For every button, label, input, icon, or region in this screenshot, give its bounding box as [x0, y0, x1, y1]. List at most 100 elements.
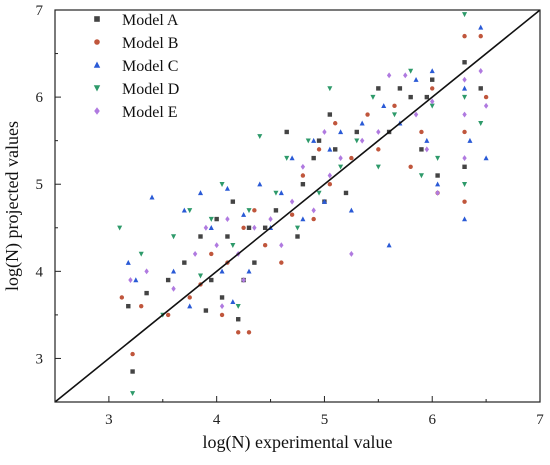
- data-point: [462, 164, 467, 169]
- x-tick-label: 5: [321, 412, 329, 428]
- series-model-e: [128, 68, 489, 310]
- data-point: [349, 250, 354, 257]
- data-point: [225, 234, 230, 239]
- data-point: [300, 163, 306, 170]
- data-point: [354, 138, 360, 144]
- data-point: [462, 182, 468, 187]
- data-point: [338, 155, 343, 162]
- data-point: [219, 295, 225, 300]
- data-point: [130, 369, 135, 374]
- data-point: [225, 216, 230, 223]
- data-point: [462, 94, 468, 100]
- data-point: [130, 351, 135, 357]
- data-point: [478, 68, 483, 74]
- data-point: [462, 60, 467, 65]
- data-point: [187, 208, 193, 214]
- data-point: [413, 111, 419, 118]
- data-point: [327, 172, 333, 179]
- data-point: [462, 76, 467, 83]
- data-point: [321, 198, 327, 204]
- data-point: [171, 268, 177, 274]
- data-point: [295, 234, 300, 239]
- data-point: [408, 94, 413, 100]
- data-point: [419, 129, 424, 135]
- data-point: [182, 260, 187, 265]
- data-point: [241, 225, 246, 230]
- data-point: [386, 72, 392, 79]
- legend-label: Model B: [122, 35, 178, 52]
- data-point: [424, 94, 430, 100]
- data-point: [430, 98, 435, 105]
- data-point: [208, 216, 214, 222]
- frame-layer: 3 4 5 6 7 3 4 5 6 7: [36, 3, 545, 428]
- data-point: [365, 112, 370, 117]
- data-point: [144, 290, 149, 296]
- identity-line: [54, 9, 541, 403]
- data-point: [305, 138, 311, 144]
- data-point: [139, 303, 144, 309]
- data-point: [333, 147, 338, 152]
- data-point: [327, 86, 333, 92]
- data-point: [419, 147, 424, 152]
- series-model-a: [126, 60, 483, 374]
- data-point: [424, 146, 430, 153]
- data-point: [311, 216, 316, 222]
- data-point: [236, 330, 241, 335]
- data-point: [392, 103, 397, 109]
- data-point: [462, 85, 468, 91]
- data-point: [219, 268, 225, 274]
- data-point: [230, 299, 236, 305]
- x-tick-label: 4: [213, 412, 221, 428]
- data-point: [430, 77, 435, 82]
- legend-label: Model E: [122, 104, 178, 121]
- x-tick-label: 7: [536, 412, 544, 428]
- data-point: [311, 207, 316, 214]
- data-layer: [117, 12, 489, 397]
- data-point: [435, 189, 440, 196]
- data-point: [478, 33, 483, 39]
- data-point: [235, 303, 241, 309]
- data-point: [252, 260, 257, 265]
- data-point: [413, 76, 419, 82]
- data-point: [327, 112, 333, 117]
- data-point: [300, 216, 306, 222]
- data-point: [268, 216, 273, 223]
- data-point: [144, 268, 149, 275]
- data-point: [478, 24, 484, 30]
- data-point: [397, 86, 403, 91]
- data-point: [403, 72, 408, 79]
- data-point: [462, 199, 467, 204]
- data-point: [278, 190, 284, 196]
- data-point: [316, 190, 322, 196]
- data-point: [171, 234, 177, 240]
- data-point: [462, 155, 467, 162]
- data-point: [435, 155, 441, 161]
- data-point: [128, 277, 133, 284]
- data-point: [224, 185, 230, 191]
- plot-frame: [54, 9, 541, 403]
- data-point: [338, 129, 344, 135]
- y-tick-label: 6: [36, 90, 44, 106]
- data-point: [467, 137, 473, 143]
- data-point: [126, 303, 131, 309]
- data-point: [117, 225, 123, 231]
- legend-marker: [94, 39, 100, 45]
- data-point: [462, 216, 468, 222]
- data-point: [192, 250, 198, 257]
- series-model-c: [125, 24, 489, 309]
- data-point: [359, 137, 365, 144]
- legend-label: Model D: [122, 81, 179, 98]
- data-point: [289, 198, 295, 205]
- data-point: [391, 112, 398, 118]
- data-point: [198, 234, 203, 239]
- data-point: [376, 128, 381, 135]
- data-point: [348, 207, 354, 213]
- legend: Model A Model B Model C Model D Model E: [93, 12, 179, 121]
- data-point: [294, 225, 301, 231]
- data-point: [125, 259, 131, 265]
- data-point: [246, 330, 252, 335]
- data-point: [187, 303, 193, 309]
- data-point: [230, 199, 236, 204]
- data-point: [279, 260, 284, 265]
